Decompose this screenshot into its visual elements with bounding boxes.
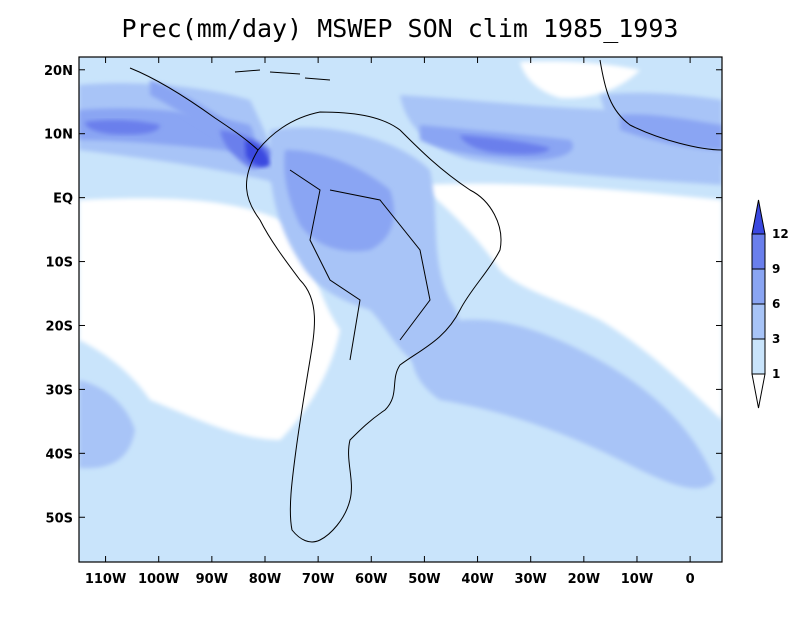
lat-tick-label: 20N xyxy=(44,64,73,79)
dry-zone-south-atlantic-north xyxy=(420,183,722,420)
colorbar-level-label: 1 xyxy=(772,367,780,381)
map-frame xyxy=(78,56,723,563)
longitude-axis: 110W 100W 90W 80W 70W 60W 50W 40W 30W 20W 10W 0 xyxy=(85,57,695,587)
colorbar-over-triangle xyxy=(751,199,766,235)
dry-zone-southeast-pacific xyxy=(79,198,340,440)
colorbar: 12 9 6 3 1 xyxy=(751,199,789,409)
lon-tick-label: 30W xyxy=(514,572,546,587)
south-america-coastline xyxy=(245,111,502,543)
band-6-9-guinea xyxy=(620,114,722,150)
colorbar-segment xyxy=(751,233,766,270)
colorbar-segment xyxy=(751,303,766,340)
lon-tick-label: 0 xyxy=(686,572,695,587)
colorbar-level-label: 9 xyxy=(772,262,780,276)
latitude-axis: 20N 10N EQ 10S 20S 30S 40S 50S xyxy=(44,64,722,526)
band-over-12-colombia-coast xyxy=(245,140,270,167)
colorbar-level-label: 3 xyxy=(772,332,780,346)
colorbar-segment xyxy=(751,268,766,305)
colorbar-level-label: 12 xyxy=(772,227,789,241)
lat-tick-label: 50S xyxy=(46,511,73,526)
lon-tick-label: 110W xyxy=(85,572,126,587)
colorbar-level-label: 6 xyxy=(772,297,780,311)
lon-tick-label: 70W xyxy=(302,572,334,587)
lon-tick-label: 40W xyxy=(461,572,493,587)
lon-tick-label: 10W xyxy=(621,572,653,587)
brazil-border xyxy=(329,189,431,341)
precip-field xyxy=(79,57,722,562)
lon-tick-label: 20W xyxy=(568,572,600,587)
dry-zone-north-atlantic xyxy=(520,61,640,99)
colorbar-under-triangle xyxy=(751,373,766,409)
lon-tick-label: 100W xyxy=(138,572,179,587)
lon-tick-label: 60W xyxy=(355,572,387,587)
africa-coast xyxy=(599,59,722,151)
caribbean-islands xyxy=(234,69,331,81)
lat-tick-label: 30S xyxy=(46,383,73,398)
lon-tick-label: 50W xyxy=(408,572,440,587)
map-title: Prec(mm/day) MSWEP SON clim 1985_1993 xyxy=(121,14,679,43)
lat-tick-label: EQ xyxy=(53,192,73,207)
central-america-outline xyxy=(129,67,259,151)
band-3-6-south-pacific xyxy=(79,380,135,469)
andes-borders xyxy=(289,169,361,361)
lat-tick-label: 40S xyxy=(46,447,73,462)
lat-tick-label: 20S xyxy=(46,319,73,334)
lon-tick-label: 80W xyxy=(249,572,281,587)
lat-tick-label: 10N xyxy=(44,128,73,143)
coastlines xyxy=(129,59,722,543)
band-6-9-amazon xyxy=(284,150,394,252)
band-6-9-central-america xyxy=(150,80,245,142)
lon-tick-label: 90W xyxy=(196,572,228,587)
colorbar-segment xyxy=(751,338,766,375)
band-9-12-pacific xyxy=(85,119,160,135)
band-9-12-atlantic xyxy=(460,135,550,155)
lat-tick-label: 10S xyxy=(46,256,73,271)
band-3-6-south-atlantic xyxy=(411,319,715,489)
